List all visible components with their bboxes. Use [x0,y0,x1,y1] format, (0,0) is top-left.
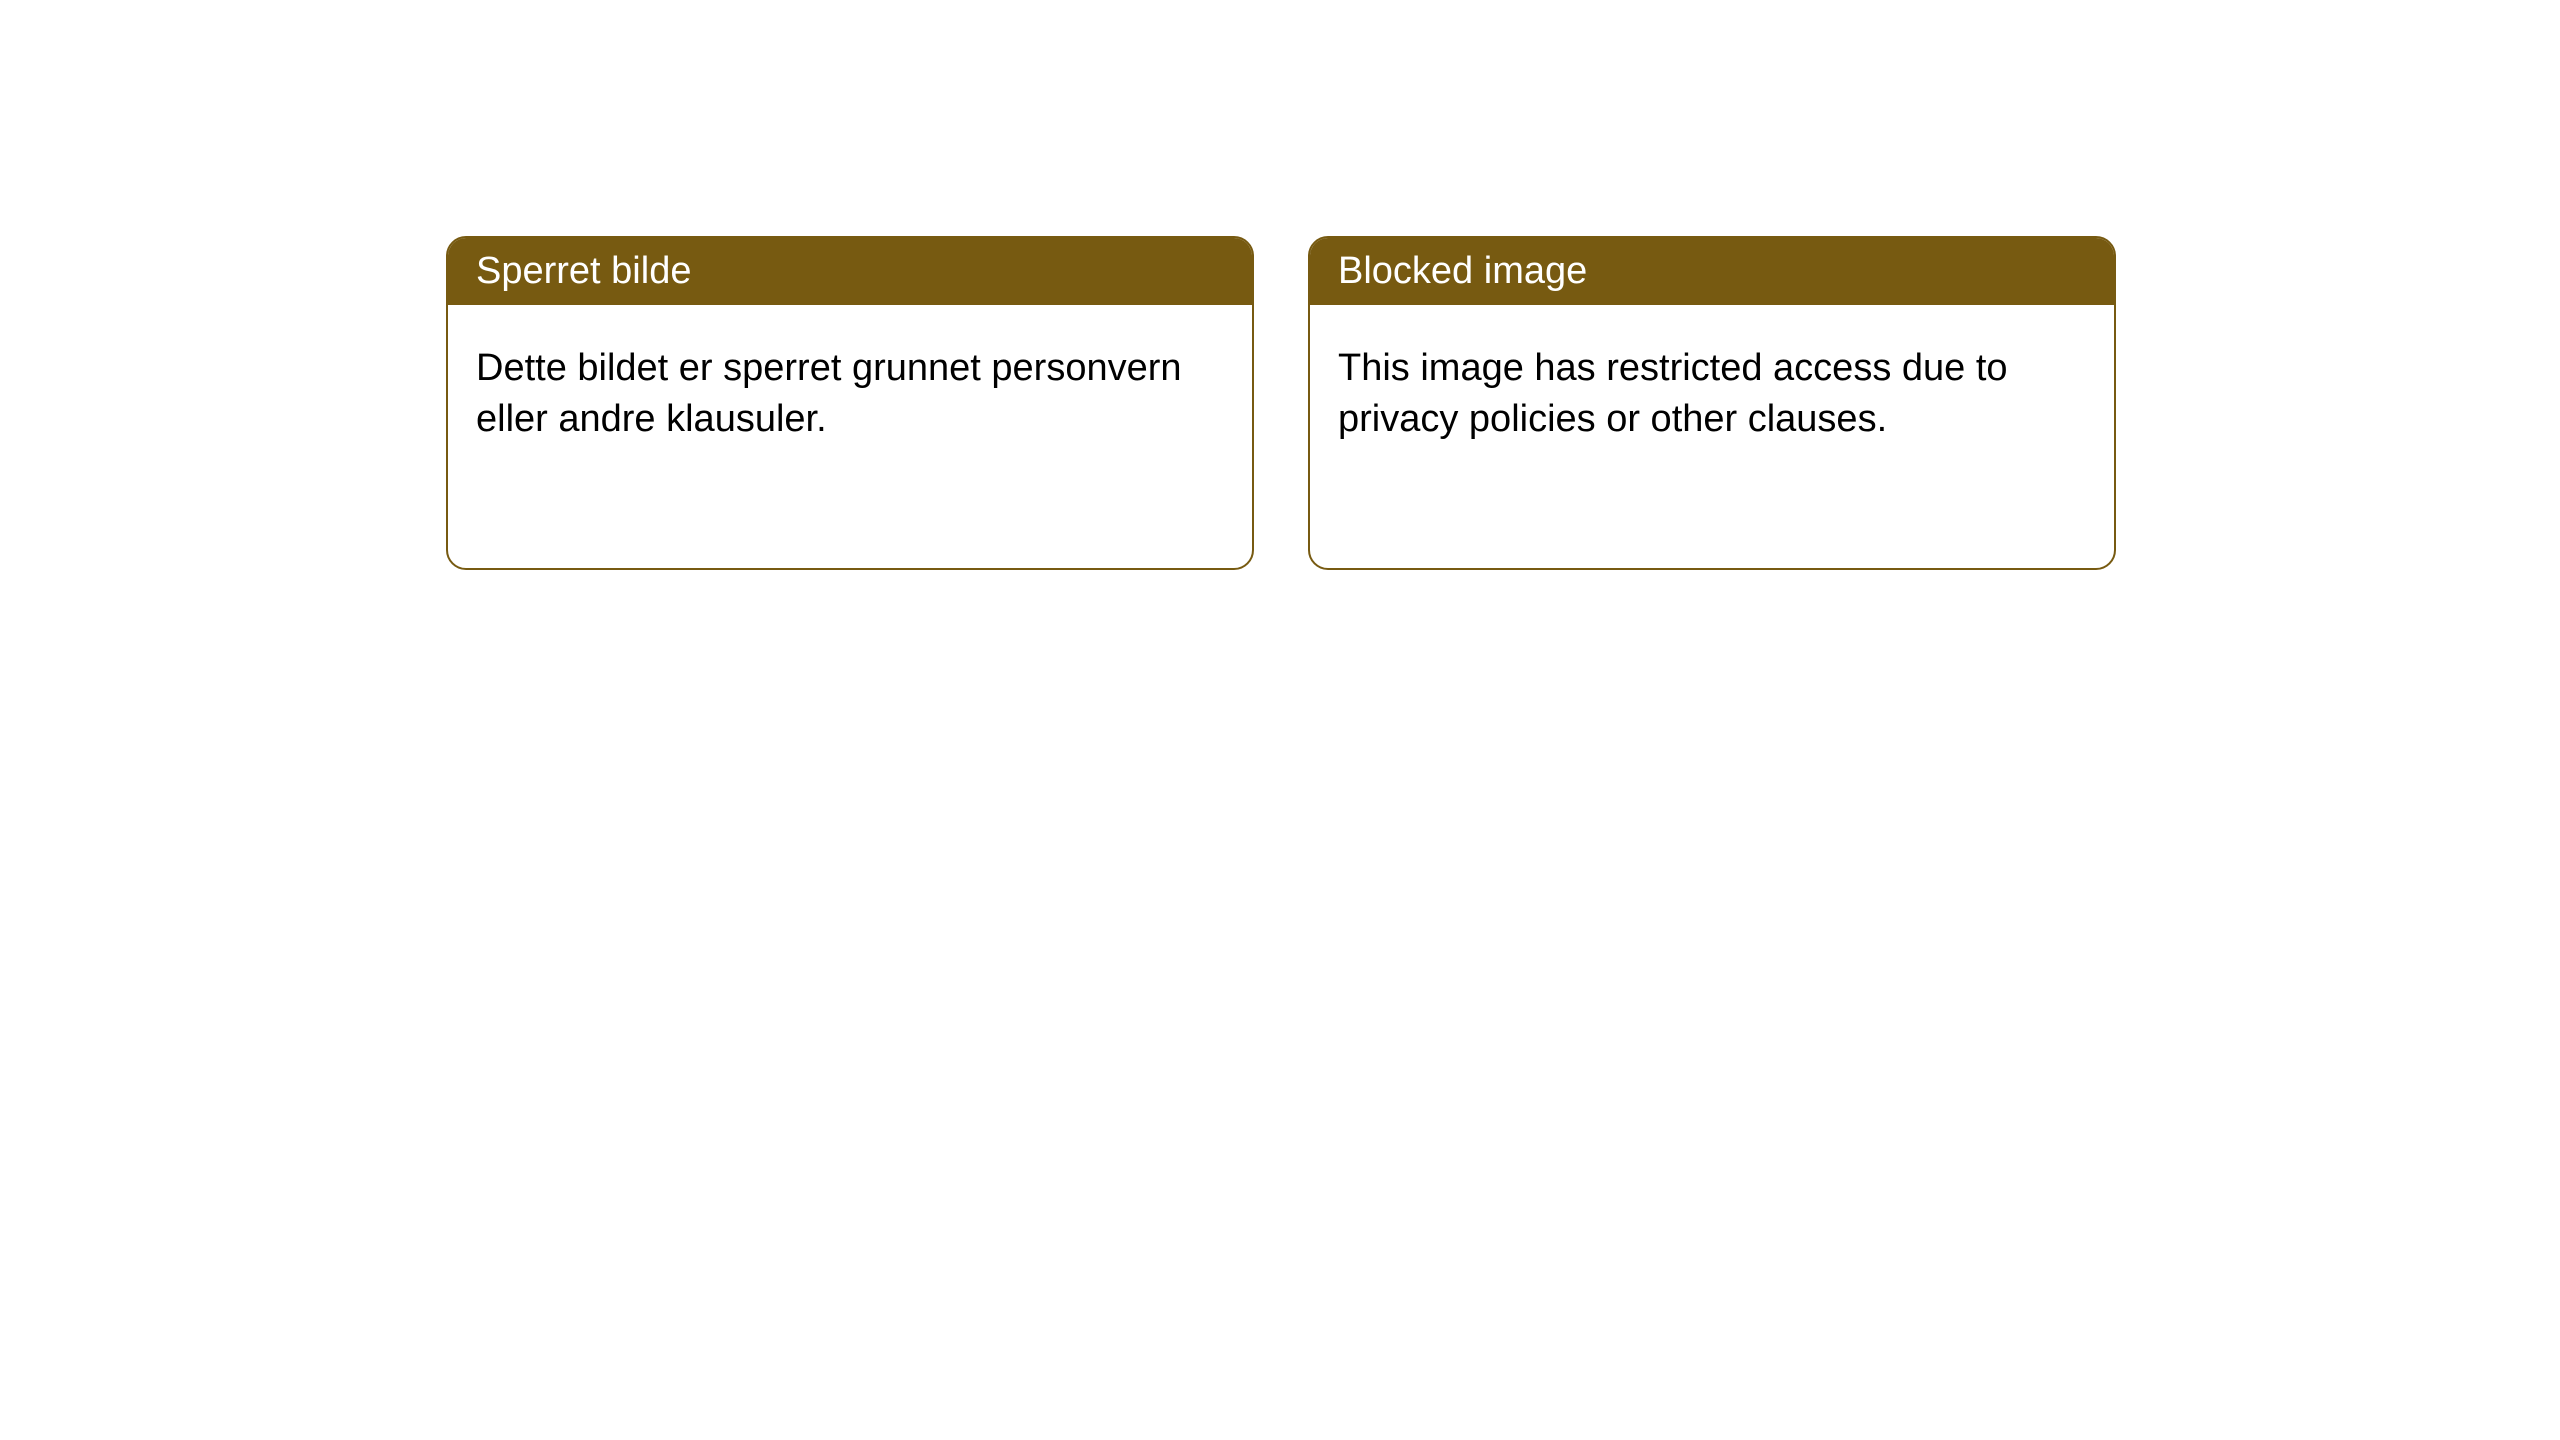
card-text: Dette bildet er sperret grunnet personve… [476,347,1182,440]
card-body-english: This image has restricted access due to … [1310,305,2114,484]
card-text: This image has restricted access due to … [1338,347,2008,440]
card-english: Blocked image This image has restricted … [1308,236,2116,570]
card-header-english: Blocked image [1310,238,2114,305]
card-header-norwegian: Sperret bilde [448,238,1252,305]
card-body-norwegian: Dette bildet er sperret grunnet personve… [448,305,1252,484]
cards-container: Sperret bilde Dette bildet er sperret gr… [0,0,2560,570]
card-title: Sperret bilde [476,250,691,292]
card-norwegian: Sperret bilde Dette bildet er sperret gr… [446,236,1254,570]
card-title: Blocked image [1338,250,1587,292]
